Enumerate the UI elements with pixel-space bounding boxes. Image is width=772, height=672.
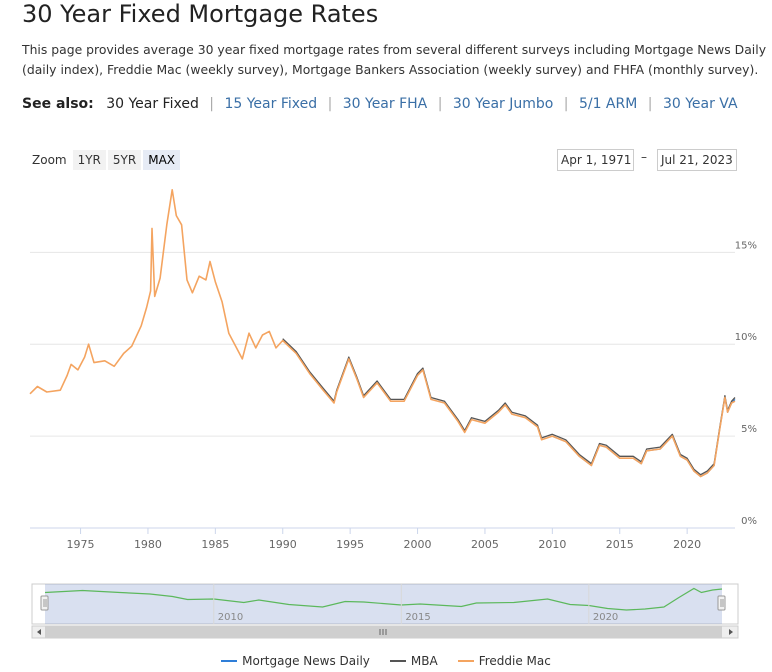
y-tick-label: 15% [735,240,757,251]
x-tick-label: 1990 [269,538,297,551]
separator: | [327,96,333,112]
series-line-mortgage-news-daily [552,396,736,478]
navigator-chart[interactable]: 2010 2015 2020 [0,580,772,640]
legend-item-mba[interactable]: MBA [389,654,438,668]
legend-label: Mortgage News Daily [242,654,370,668]
scroll-right-arrow-icon[interactable] [729,629,733,635]
legend-label: Freddie Mac [478,654,551,668]
legend-swatch [457,660,474,662]
y-tick-label: 0% [741,516,757,527]
x-tick-label: 1980 [134,538,162,551]
zoom-label: Zoom [32,153,67,167]
link-30-year-fha[interactable]: 30 Year FHA [342,96,428,112]
zoom-5yr-button[interactable]: 5YR [107,150,142,170]
navigator-tick-label: 2015 [405,612,430,623]
range-from-input[interactable]: Apr 1, 1971 [557,149,634,171]
x-tick-label: 2015 [606,538,634,551]
series-line-mba [282,338,736,476]
navigator-tick-label: 2010 [218,612,243,623]
main-chart: 0% 5% 10% 15% 1975 1980 1985 1990 1995 2000 2005 20… [29,189,757,551]
separator: | [437,96,443,112]
series-line-freddie-mac [29,189,736,478]
link-30-year-va[interactable]: 30 Year VA [662,96,738,112]
legend-item-freddie-mac[interactable]: Freddie Mac [457,654,551,668]
link-30-year-jumbo[interactable]: 30 Year Jumbo [452,96,554,112]
legend-swatch [221,660,238,662]
link-5-1-arm[interactable]: 5/1 ARM [578,96,638,112]
y-tick-label: 10% [735,332,757,343]
page-description: This page provides average 30 year fixed… [22,42,767,77]
x-tick-label: 2000 [404,538,432,551]
x-tick-label: 1975 [67,538,95,551]
y-tick-label: 5% [741,424,757,435]
x-tick-label: 2020 [673,538,701,551]
x-tick-label: 1985 [201,538,229,551]
separator: | [647,96,653,112]
separator: | [209,96,215,112]
range-separator: – [641,150,647,164]
scroll-left-arrow-icon[interactable] [37,629,41,635]
chart-legend: Mortgage News Daily MBA Freddie Mac [0,654,772,668]
link-15-year-fixed[interactable]: 15 Year Fixed [224,96,318,112]
see-also-bar: See also: 30 Year Fixed | 15 Year Fixed … [22,96,738,112]
x-tick-label: 2010 [538,538,566,551]
x-tick-label: 2005 [471,538,499,551]
range-to-input[interactable]: Jul 21, 2023 [657,149,737,171]
legend-swatch [389,660,406,662]
page-title: 30 Year Fixed Mortgage Rates [22,0,379,28]
zoom-1yr-button[interactable]: 1YR [72,150,106,170]
zoom-controls: Zoom 1YR 5YR MAX [32,150,182,170]
see-also-label: See also: [22,96,94,112]
legend-item-mortgage-news-daily[interactable]: Mortgage News Daily [221,654,370,668]
legend-label: MBA [410,654,438,668]
zoom-max-button[interactable]: MAX [143,150,181,170]
navigator-tick-label: 2020 [593,612,618,623]
navigator-series-line [44,587,723,611]
x-tick-label: 1995 [336,538,364,551]
see-also-current: 30 Year Fixed [106,96,199,112]
separator: | [563,96,569,112]
